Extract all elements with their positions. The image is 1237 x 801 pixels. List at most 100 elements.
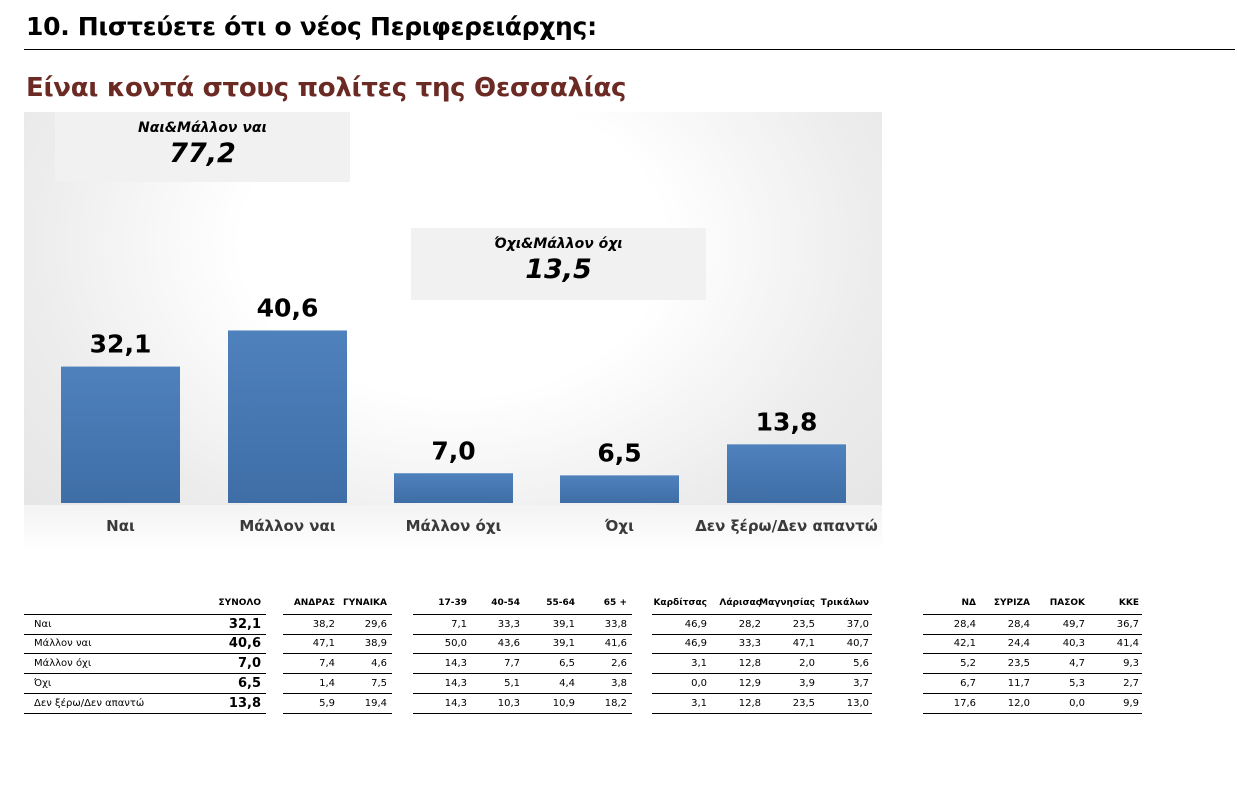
table-cell: 33,3 <box>497 619 520 630</box>
table-rule <box>652 614 872 615</box>
table-cell: 19,4 <box>364 698 387 709</box>
table-cell: 14,3 <box>444 698 467 709</box>
table-rule <box>24 653 266 654</box>
table-cell: 6,5 <box>237 676 261 691</box>
table-cell: 12,9 <box>738 678 761 689</box>
table-cell: 13,8 <box>228 696 261 711</box>
bar-2 <box>394 473 513 503</box>
table-cell: 3,1 <box>691 658 707 669</box>
table-cell: 40,3 <box>1062 638 1085 649</box>
table-cell: 0,0 <box>691 678 707 689</box>
table-cell: 23,5 <box>1007 658 1030 669</box>
summary-box-yes: Ναι&Μάλλον ναι 77,2 <box>55 112 350 182</box>
table-cell: 40,7 <box>846 638 869 649</box>
table-column-header: Λάρισας <box>719 598 761 608</box>
table-cell: 4,7 <box>1069 658 1085 669</box>
bar-value-label: 7,0 <box>431 436 475 465</box>
table-rule <box>923 634 1142 635</box>
table-cell: 23,5 <box>792 619 815 630</box>
table-cell: 41,4 <box>1116 638 1139 649</box>
table-cell: 3,1 <box>691 698 707 709</box>
table-rule <box>923 614 1142 615</box>
summary-yes-value: 77,2 <box>169 138 236 169</box>
summary-box-no: Όχι&Μάλλον όχι 13,5 <box>411 228 706 300</box>
table-cell: 50,0 <box>444 638 467 649</box>
table-cell: 49,7 <box>1062 619 1085 630</box>
table-row-label: Μάλλον όχι <box>34 658 92 669</box>
table-cell: 12,8 <box>738 658 761 669</box>
table-rule <box>413 713 632 714</box>
table-cell: 11,7 <box>1007 678 1030 689</box>
table-rule <box>413 614 632 615</box>
category-label: Μάλλον όχι <box>406 517 502 535</box>
table-cell: 12,8 <box>738 698 761 709</box>
table-cell: 33,8 <box>604 619 627 630</box>
table-cell: 7,7 <box>504 658 520 669</box>
table-column-header: ΚΚΕ <box>1118 598 1139 608</box>
page-title: 10. Πιστεύετε ότι ο νέος Περιφερειάρχης: <box>26 12 597 41</box>
table-cell: 4,4 <box>559 678 575 689</box>
table-cell: 9,9 <box>1123 698 1139 709</box>
table-cell: 13,0 <box>846 698 869 709</box>
table-cell: 10,3 <box>497 698 520 709</box>
table-rule <box>923 673 1142 674</box>
table-cell: 32,1 <box>228 617 261 632</box>
category-label: Μάλλον ναι <box>239 517 335 535</box>
table-rule <box>24 614 266 615</box>
table-rule <box>24 634 266 635</box>
table-cell: 9,3 <box>1123 658 1139 669</box>
table-cell: 28,4 <box>1007 619 1030 630</box>
table-cell: 4,6 <box>371 658 387 669</box>
table-cell: 7,0 <box>237 656 261 671</box>
table-rule <box>283 693 392 694</box>
table-cell: 36,7 <box>1116 619 1139 630</box>
table-rule <box>24 673 266 674</box>
table-rule <box>923 653 1142 654</box>
chart-subtitle: Είναι κοντά στους πολίτες της Θεσσαλίας <box>26 73 627 103</box>
table-column-header: Καρδίτσας <box>653 598 707 608</box>
table-cell: 5,6 <box>853 658 869 669</box>
table-rule <box>283 634 392 635</box>
table-cell: 43,6 <box>497 638 520 649</box>
table-cell: 2,0 <box>799 658 815 669</box>
table-cell: 37,0 <box>846 619 869 630</box>
table-rule <box>923 713 1142 714</box>
table-cell: 6,7 <box>960 678 976 689</box>
bar-value-label: 32,1 <box>90 330 152 359</box>
table-row-label: Ναι <box>34 619 52 630</box>
table-cell: 0,0 <box>1069 698 1085 709</box>
table-rule <box>283 614 392 615</box>
bar-0 <box>61 366 180 503</box>
table-rule <box>283 653 392 654</box>
table-rule <box>652 713 872 714</box>
table-cell: 41,6 <box>604 638 627 649</box>
category-label: Δεν ξέρω/Δεν απαντώ <box>695 517 878 535</box>
table-cell: 46,9 <box>684 638 707 649</box>
table-rule <box>652 673 872 674</box>
table-cell: 40,6 <box>228 636 261 651</box>
table-column-header: ΣΥΝΟΛΟ <box>218 598 261 608</box>
table-cell: 7,1 <box>451 619 467 630</box>
table-rule <box>413 653 632 654</box>
table-cell: 3,7 <box>853 678 869 689</box>
table-cell: 12,0 <box>1007 698 1030 709</box>
table-rule <box>923 693 1142 694</box>
table-cell: 3,8 <box>611 678 627 689</box>
table-cell: 5,1 <box>504 678 520 689</box>
table-row-label: Δεν ξέρω/Δεν απαντώ <box>34 698 145 709</box>
table-cell: 5,3 <box>1069 678 1085 689</box>
table-cell: 7,4 <box>319 658 335 669</box>
table-cell: 39,1 <box>552 619 575 630</box>
table-column-header: ΠΑΣΟΚ <box>1049 598 1085 608</box>
table-column-header: ΓΥΝΑΙΚΑ <box>342 598 387 608</box>
table-cell: 7,5 <box>371 678 387 689</box>
table-rule <box>413 634 632 635</box>
table-cell: 5,9 <box>319 698 335 709</box>
table-cell: 33,3 <box>738 638 761 649</box>
table-cell: 39,1 <box>552 638 575 649</box>
category-label: Όχι <box>604 517 634 535</box>
table-column-header: Μαγνησίας <box>759 598 815 608</box>
bar-value-label: 13,8 <box>756 407 818 436</box>
table-rule <box>283 713 392 714</box>
table-cell: 6,5 <box>559 658 575 669</box>
